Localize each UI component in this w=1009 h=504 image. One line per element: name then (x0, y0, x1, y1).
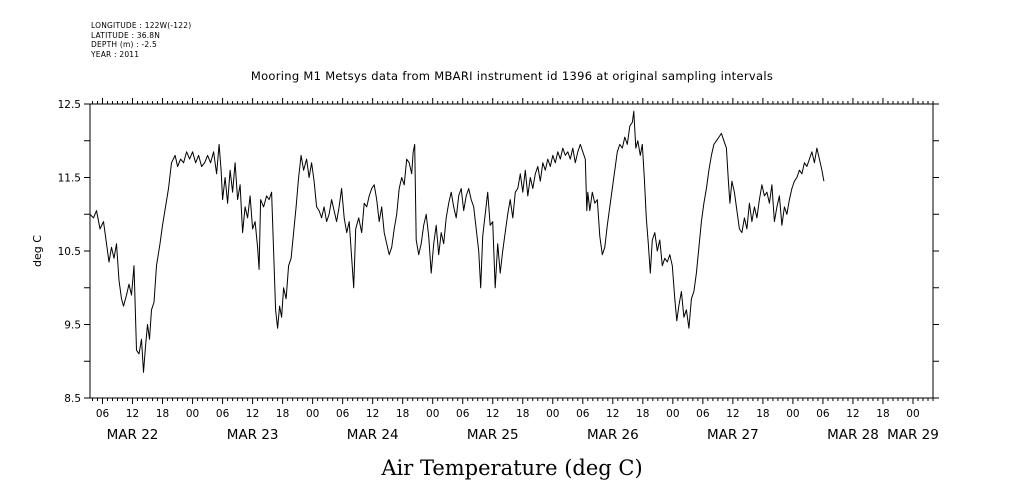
y-tick-label: 12.5 (58, 99, 81, 111)
x-tick-label: 18 (396, 408, 409, 420)
x-tick-label: 06 (456, 408, 470, 420)
y-tick-label: 11.5 (58, 173, 81, 185)
meta-longitude: LONGITUDE : 122W(-122) (91, 21, 192, 30)
y-axis-label: deg C (31, 235, 44, 267)
x-tick-label: 00 (186, 408, 199, 420)
x-tick-label: 00 (306, 408, 319, 420)
x-tick-label: 00 (426, 408, 439, 420)
x-tick-label: 12 (366, 408, 379, 420)
x-day-label: MAR 22 (107, 427, 159, 443)
x-tick-label: 06 (96, 408, 110, 420)
x-day-label: MAR 25 (467, 427, 519, 443)
x-tick-label: 12 (846, 408, 859, 420)
x-day-label: MAR 27 (707, 427, 759, 443)
series-line (89, 110, 825, 373)
x-tick-label: 06 (336, 408, 350, 420)
x-tick-label: 18 (876, 408, 889, 420)
x-tick-label: 18 (516, 408, 529, 420)
chart-title: Mooring M1 Metsys data from MBARI instru… (251, 69, 773, 83)
dataset-metadata: LONGITUDE : 122W(-122) LATITUDE : 36.8N … (91, 21, 191, 59)
x-tick-label: 12 (486, 408, 499, 420)
x-day-label: MAR 26 (587, 427, 639, 443)
x-tick-label: 06 (816, 408, 830, 420)
x-tick-label: 00 (786, 408, 799, 420)
meta-latitude: LATITUDE : 36.8N (91, 30, 161, 40)
x-tick-label: 18 (756, 408, 769, 420)
y-tick-label: 9.5 (64, 320, 81, 332)
x-tick-label: 00 (906, 408, 919, 420)
x-day-label: MAR 28 (827, 427, 879, 443)
x-tick-label: 18 (156, 408, 169, 420)
x-day-labels: MAR 22 MAR 23 MAR 24 MAR 25 MAR 26 MAR 27 MAR … (107, 427, 939, 443)
x-day-label: MAR 23 (227, 427, 279, 443)
x-tick-label: 12 (726, 408, 739, 420)
axis-ticks (84, 98, 939, 404)
y-tick-label: 8.5 (64, 393, 81, 405)
x-tick-label: 12 (126, 408, 139, 420)
plot-frame (89, 103, 934, 399)
y-tick-label: 10.5 (58, 246, 81, 258)
meta-year: YEAR : 2011 (91, 49, 140, 59)
x-day-label: MAR 29 (887, 427, 939, 443)
x-tick-label: 18 (276, 408, 289, 420)
x-tick-label: 06 (696, 408, 710, 420)
x-tick-label: 00 (546, 408, 559, 420)
x-tick-label: 06 (216, 408, 230, 420)
x-tick-label: 12 (246, 408, 259, 420)
x-tick-label: 06 (576, 408, 590, 420)
x-tick-label: 00 (666, 408, 679, 420)
x-day-label: MAR 24 (347, 427, 399, 443)
x-tick-label: 18 (636, 408, 649, 420)
x-axis-label: Air Temperature (deg C) (380, 456, 642, 480)
x-tick-labels: 06 12 18 00 06 12 18 00 06 12 18 00 06 12 18 00 06 12 18 00… (96, 408, 920, 420)
y-tick-labels: 8.5 9.5 10.5 11.5 12.5 (58, 99, 81, 405)
x-tick-label: 12 (606, 408, 619, 420)
meta-depth: DEPTH (m) : -2.5 (91, 40, 157, 49)
